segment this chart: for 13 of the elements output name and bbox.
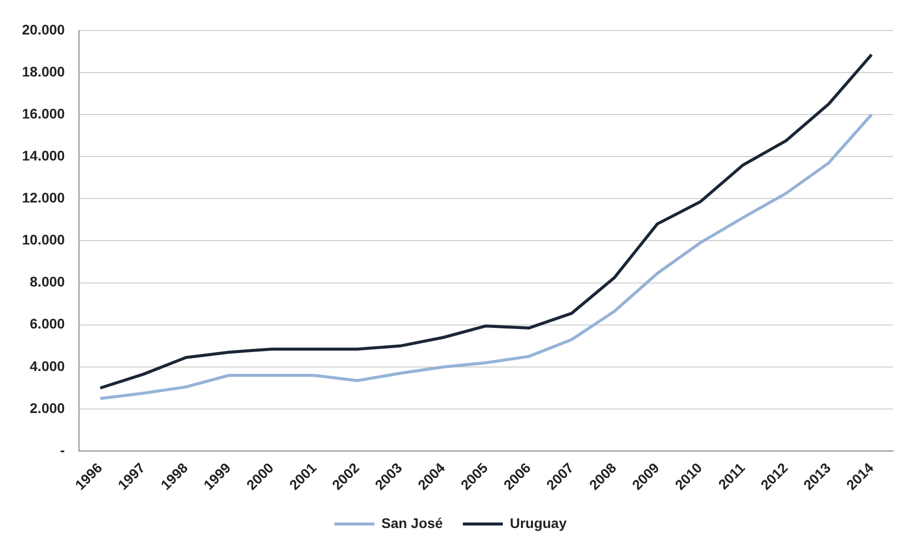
y-tick-label: 20.000 [22, 21, 66, 38]
legend-label: Uruguay [510, 514, 567, 531]
y-tick-label: 8.000 [30, 274, 66, 290]
y-tick-label: 4.000 [30, 358, 66, 374]
y-tick-label: 14.000 [22, 147, 66, 164]
y-tick-label: 16.000 [22, 105, 66, 122]
y-tick-label: 10.000 [22, 232, 66, 248]
y-tick-label: 12.000 [22, 190, 66, 206]
y-tick-label: 18.000 [22, 63, 66, 80]
y-tick-label: 6.000 [30, 316, 66, 332]
legend-label: San José [381, 514, 444, 531]
y-tick-label: - [60, 442, 66, 458]
y-tick-label: 2.000 [30, 400, 66, 416]
